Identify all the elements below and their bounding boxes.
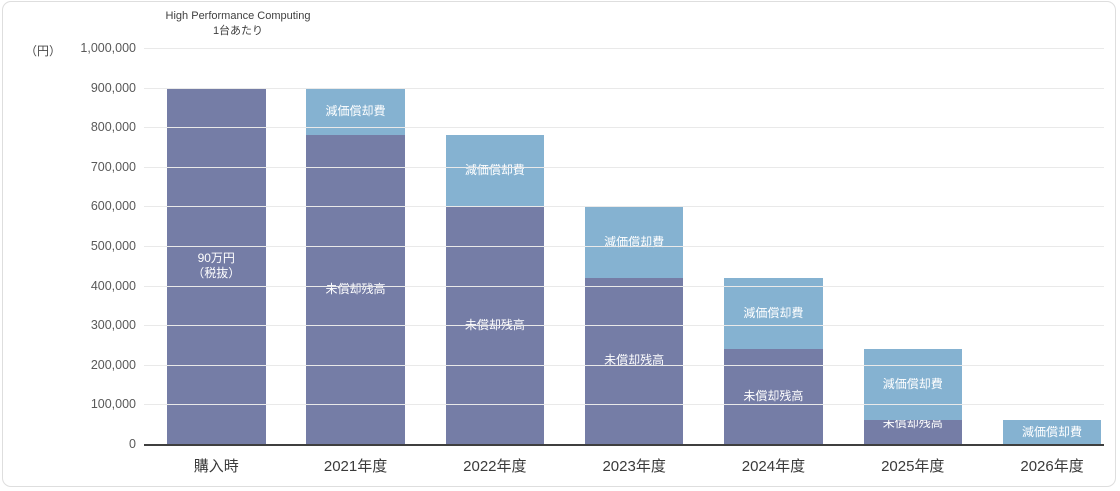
- y-axis-unit-label: （円）: [25, 44, 62, 58]
- y-tick-label: 700,000: [90, 159, 136, 174]
- y-tick-label: 100,000: [90, 397, 136, 412]
- segment-undepreciated-balance: 90万円 （税抜）: [167, 87, 266, 444]
- segment-depreciation-expense: 減価償却費: [445, 135, 545, 207]
- segment-label: 減価償却費: [1022, 424, 1083, 439]
- segment-undepreciated-balance: 未償却残高: [306, 135, 405, 444]
- x-tick-label: 2026年度: [1020, 458, 1084, 475]
- gridline: [144, 166, 1104, 168]
- segment-label: 減価償却費: [882, 377, 943, 392]
- x-tick-label: 2022年度: [463, 458, 527, 475]
- segment-label: 未償却残高: [464, 317, 525, 332]
- gridline: [144, 325, 1104, 327]
- y-tick-label: 400,000: [90, 278, 136, 293]
- gridline: [144, 48, 1104, 49]
- gridline: [144, 87, 1104, 89]
- segment-label: 未償却残高: [604, 353, 665, 368]
- gridline: [144, 206, 1104, 208]
- segment-label: 90万円 （税抜）: [192, 250, 241, 280]
- segment-depreciation-expense: 減価償却費: [1002, 420, 1102, 444]
- gridline: [144, 246, 1104, 247]
- segment-label: 減価償却費: [743, 305, 804, 320]
- segment-label: 未償却残高: [325, 282, 386, 297]
- y-tick-label: 300,000: [90, 318, 136, 333]
- x-tick-label: 2021年度: [323, 458, 388, 475]
- x-tick-label: 2025年度: [881, 458, 945, 475]
- segment-undepreciated-balance: 未償却残高: [863, 416, 962, 444]
- gridline: [144, 127, 1104, 129]
- segment-undepreciated-balance: 未償却残高: [724, 348, 823, 444]
- segment-undepreciated-balance: 未償却残高: [584, 277, 684, 444]
- segment-label: 未償却残高: [743, 388, 804, 403]
- plot-area: 90万円 （税抜） 未償却残高 減価償却費 未償却残高 減価償却費 未償却残高 減価償却費 未償…: [144, 48, 1104, 446]
- x-tick-label: 2024年度: [741, 458, 806, 475]
- chart-title-block: High Performance Computing 1台あたり: [166, 9, 311, 39]
- gridline: [144, 404, 1104, 406]
- y-tick-label: 0: [129, 437, 136, 451]
- y-tick-label: 600,000: [90, 199, 136, 214]
- segment-label: 減価償却費: [604, 234, 665, 249]
- gridline: [144, 285, 1104, 287]
- segment-depreciation-expense: 減価償却費: [584, 206, 684, 278]
- segment-depreciation-expense: 減価償却費: [724, 277, 823, 349]
- y-tick-label: 200,000: [90, 357, 136, 372]
- segment-label: 減価償却費: [325, 103, 386, 118]
- y-tick-label: 800,000: [90, 120, 136, 135]
- gridline: [144, 364, 1104, 366]
- y-tick-label: 1,000,000: [80, 41, 136, 55]
- depreciation-stacked-bar-chart: High Performance Computing 1台あたり （円） 90万…: [3, 2, 1115, 486]
- chart-title: High Performance Computing: [165, 10, 311, 22]
- segment-depreciation-expense: 減価償却費: [863, 348, 962, 421]
- y-tick-label: 500,000: [90, 239, 136, 253]
- x-tick-label: 購入時: [193, 458, 239, 475]
- x-tick-label: 2023年度: [602, 458, 666, 475]
- chart-subtitle: 1台あたり: [212, 25, 264, 37]
- y-tick-label: 900,000: [90, 80, 136, 95]
- segment-label: 減価償却費: [464, 163, 525, 178]
